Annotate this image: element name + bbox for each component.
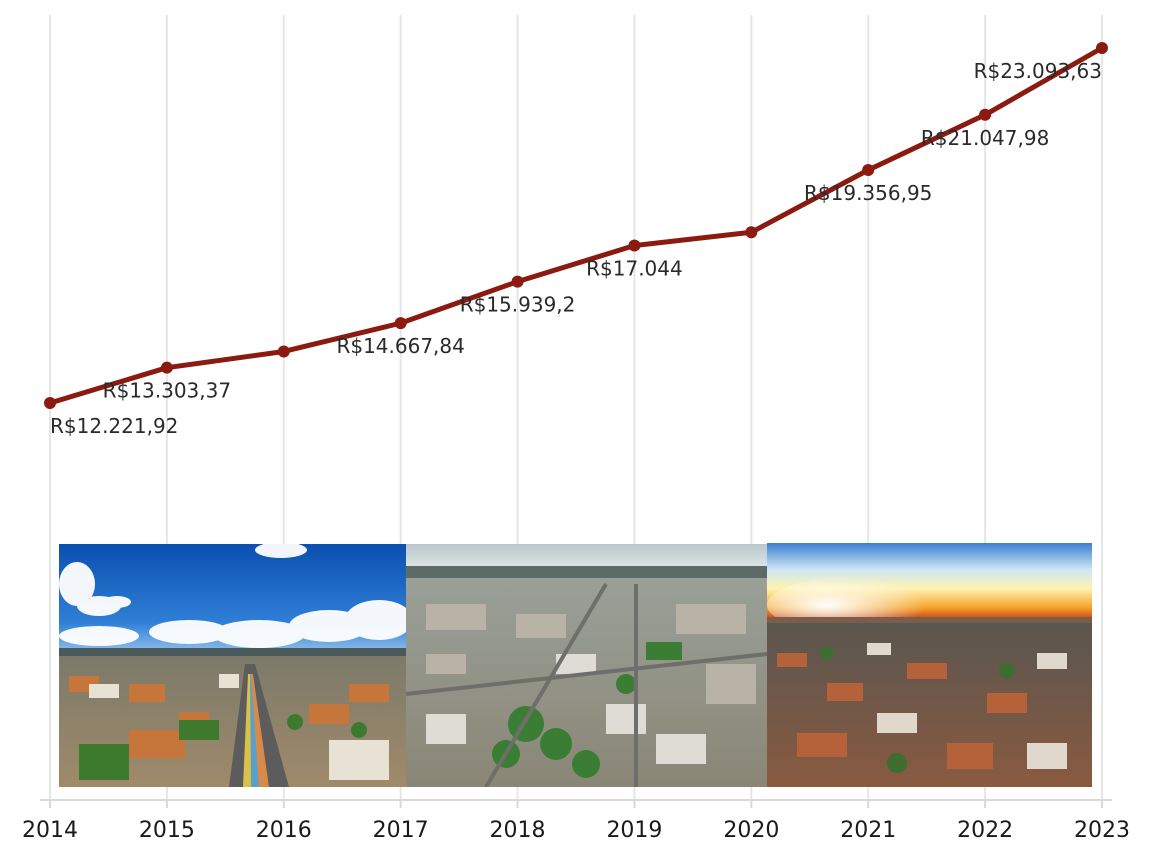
data-point: [979, 108, 992, 121]
data-point: [862, 164, 875, 177]
data-label: R$17.044: [586, 257, 683, 281]
x-tick-label: 2023: [1074, 818, 1130, 843]
data-label: R$23.093,63: [974, 59, 1102, 83]
x-axis-ticks: 2014 2015 2016 2017 2018 2019 2020 2021 2022 2023: [22, 800, 1130, 843]
x-tick-label: 2014: [22, 818, 78, 843]
data-point: [160, 361, 173, 374]
sunset-city-photo: [767, 543, 1092, 787]
data-point: [394, 317, 407, 330]
data-point: [511, 275, 524, 288]
city-center-aerial-photo: [406, 544, 767, 787]
series-path: [49, 45, 1104, 406]
data-label: R$15.939,2: [460, 293, 576, 317]
x-tick-label: 2021: [840, 818, 896, 843]
x-tick-label: 2020: [723, 818, 779, 843]
data-label: R$14.667,84: [336, 334, 464, 358]
avenue-aerial-photo: [59, 544, 406, 787]
data-point: [1096, 42, 1108, 54]
data-point: [44, 397, 56, 409]
data-labels: R$12.221,92 R$13.303,37 R$14.667,84 R$15.93…: [50, 59, 1102, 438]
x-tick-label: 2018: [490, 818, 546, 843]
grid-lines: [49, 15, 1103, 800]
data-label: R$13.303,37: [103, 379, 231, 403]
x-tick-label: 2015: [139, 818, 195, 843]
x-tick-label: 2022: [957, 818, 1013, 843]
data-point: [628, 239, 641, 252]
x-tick-label: 2017: [373, 818, 429, 843]
data-point: [745, 226, 758, 239]
series-line: [44, 42, 1108, 409]
x-tick-label: 2016: [256, 818, 312, 843]
data-point: [277, 345, 290, 358]
data-label: R$19.356,95: [804, 181, 932, 205]
data-label: R$12.221,92: [50, 414, 178, 438]
x-tick-label: 2019: [606, 818, 662, 843]
data-label: R$21.047,98: [921, 126, 1049, 150]
